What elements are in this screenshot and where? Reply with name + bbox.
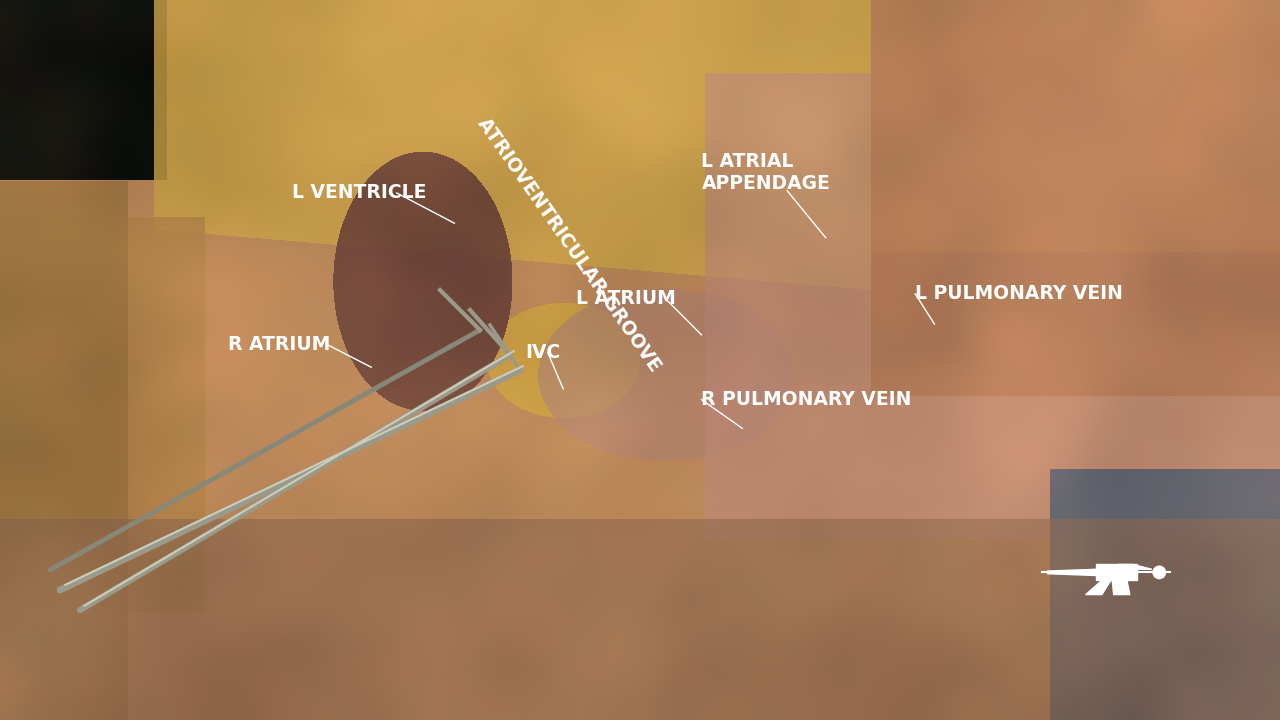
Polygon shape [1085,580,1111,595]
Text: ATRIOVENTRICULAR GROOVE: ATRIOVENTRICULAR GROOVE [474,114,664,375]
Text: IVC: IVC [525,343,561,362]
Text: L PULMONARY VEIN: L PULMONARY VEIN [915,284,1123,303]
Text: L VENTRICLE: L VENTRICLE [292,184,426,202]
Polygon shape [1112,580,1130,595]
Text: L ATRIAL
APPENDAGE: L ATRIAL APPENDAGE [701,153,831,193]
Text: R PULMONARY VEIN: R PULMONARY VEIN [701,390,911,409]
Circle shape [1153,566,1166,579]
Polygon shape [1119,564,1152,570]
Text: L ATRIUM: L ATRIUM [576,289,676,308]
Polygon shape [1047,570,1096,575]
Bar [1096,564,1137,580]
Text: R ATRIUM: R ATRIUM [228,335,330,354]
